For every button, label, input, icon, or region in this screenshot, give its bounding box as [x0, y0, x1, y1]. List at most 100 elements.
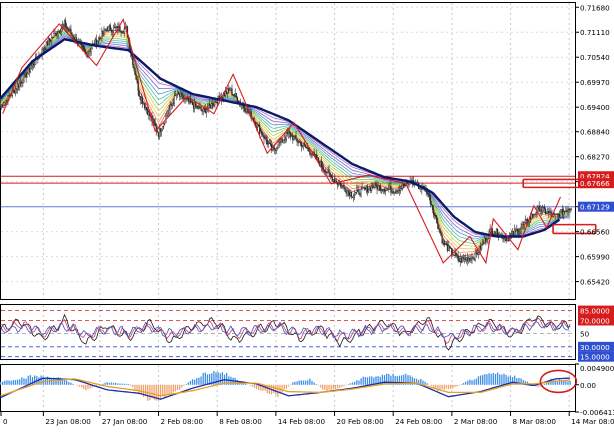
macd-histogram-bar	[89, 385, 90, 389]
candle-body	[533, 215, 534, 216]
candle-body	[400, 188, 401, 191]
candle-body	[542, 207, 543, 210]
candle-body	[531, 214, 532, 219]
candle-body	[449, 246, 450, 248]
candle-body	[197, 106, 198, 109]
candle-body	[471, 258, 472, 260]
macd-histogram-bar	[463, 383, 464, 385]
macd-histogram-bar	[469, 380, 470, 385]
candle-body	[433, 209, 434, 214]
candle-body	[284, 139, 285, 140]
candle-body	[99, 38, 100, 39]
candle-body	[68, 29, 69, 31]
candle-body	[488, 239, 489, 240]
oscillator-tick-label: 70.0000	[580, 316, 610, 325]
candle-body	[103, 31, 104, 33]
macd-histogram-bar	[341, 385, 342, 387]
macd-histogram-bar	[335, 385, 336, 389]
macd-histogram-bar	[141, 385, 142, 394]
candle-body	[106, 30, 107, 31]
candle-body	[352, 197, 353, 198]
candle-body	[72, 33, 73, 35]
candle-body	[239, 102, 240, 103]
candle-body	[257, 125, 258, 127]
candle-body	[363, 187, 364, 188]
candle-body	[116, 26, 117, 27]
candle-body	[558, 214, 559, 215]
candle-body	[563, 212, 564, 215]
candle-body	[19, 83, 20, 87]
candle-body	[432, 205, 433, 209]
macd-histogram-bar	[476, 379, 477, 385]
macd-histogram-bar	[192, 379, 193, 385]
candle-body	[469, 258, 470, 259]
candle-body	[0, 107, 1, 108]
candle-body	[460, 258, 461, 261]
candle-body	[337, 183, 338, 184]
candle-body	[47, 42, 48, 45]
candle-body	[402, 184, 403, 188]
candle-body	[360, 195, 361, 196]
candle-body	[544, 207, 545, 209]
macd-histogram-bar	[275, 385, 276, 395]
candle-body	[23, 82, 24, 83]
candle-body	[263, 135, 264, 136]
candle-body	[268, 143, 269, 144]
macd-histogram-bar	[134, 385, 135, 390]
candle-body	[64, 21, 65, 24]
candle-body	[227, 89, 228, 94]
candle-body	[187, 98, 188, 99]
panel-frame-3	[1, 365, 576, 412]
macd-histogram-bar	[68, 382, 69, 385]
candle-body	[478, 253, 479, 255]
candle-body	[441, 233, 442, 236]
candle-body	[545, 209, 546, 213]
candle-body	[157, 131, 158, 133]
macd-histogram-bar	[431, 385, 432, 386]
candle-body	[196, 106, 197, 107]
candle-body	[112, 31, 113, 32]
macd-histogram-bar	[109, 383, 110, 385]
candle-body	[468, 258, 469, 261]
macd-histogram-bar	[72, 384, 73, 385]
macd-histogram-bar	[277, 385, 278, 398]
candle-body	[344, 186, 345, 188]
candle-body	[285, 139, 286, 140]
candle-body	[123, 32, 124, 33]
macd-histogram-bar	[352, 382, 353, 384]
macd-histogram-bar	[326, 385, 327, 391]
macd-histogram-bar	[175, 385, 176, 392]
candle-body	[89, 52, 90, 54]
candle-body	[365, 188, 366, 189]
candle-body	[312, 154, 313, 155]
candle-body	[523, 225, 524, 226]
candle-body	[386, 189, 387, 190]
macd-histogram-bar	[473, 380, 474, 385]
candle-body	[107, 30, 108, 31]
macd-histogram-bar	[19, 379, 20, 385]
macd-histogram-bar	[0, 382, 1, 385]
candle-body	[210, 105, 211, 108]
candle-body	[179, 94, 180, 96]
candle-body	[183, 95, 184, 99]
macd-histogram-bar	[456, 385, 457, 387]
candle-body	[356, 190, 357, 192]
candle-body	[162, 126, 163, 129]
macd-histogram-bar	[160, 385, 161, 400]
candle-body	[380, 186, 381, 191]
candle-body	[514, 230, 515, 235]
candle-body	[526, 219, 527, 220]
candle-body	[69, 29, 70, 30]
candle-body	[408, 183, 409, 185]
macd-histogram-bar	[454, 385, 455, 387]
candle-body	[211, 103, 212, 108]
macd-histogram-bar	[427, 383, 428, 385]
candle-body	[126, 27, 127, 28]
candle-body	[530, 217, 531, 218]
candle-body	[450, 248, 451, 249]
macd-histogram-bar	[337, 385, 338, 389]
macd-histogram-bar	[252, 385, 253, 387]
macd-histogram-bar	[313, 382, 314, 384]
